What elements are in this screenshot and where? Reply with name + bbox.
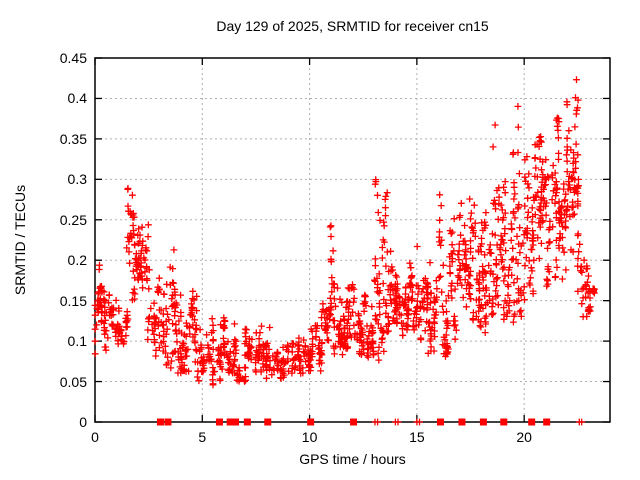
y-tick-label: 0.45	[59, 50, 87, 66]
y-tick-label: 0.3	[67, 171, 87, 188]
x-tick-label: 10	[301, 429, 318, 445]
x-axis-label: GPS time / hours	[299, 451, 406, 467]
x-tick-label: 20	[516, 429, 532, 445]
y-tick-label: 0.25	[59, 211, 87, 228]
y-tick-label: 0.4	[67, 90, 87, 107]
y-tick-label: 0	[79, 414, 87, 430]
y-tick-label: 0.1	[67, 333, 87, 350]
x-tick-label: 15	[409, 429, 425, 445]
x-tick-label: 0	[91, 429, 99, 445]
y-tick-label: 0.2	[67, 252, 87, 269]
y-tick-label: 0.05	[59, 373, 87, 390]
chart-title: Day 129 of 2025, SRMTID for receiver cn1…	[216, 18, 489, 34]
y-tick-label: 0.15	[59, 292, 87, 309]
y-tick-label: 0.35	[59, 130, 87, 147]
x-tick-label: 5	[198, 429, 207, 445]
